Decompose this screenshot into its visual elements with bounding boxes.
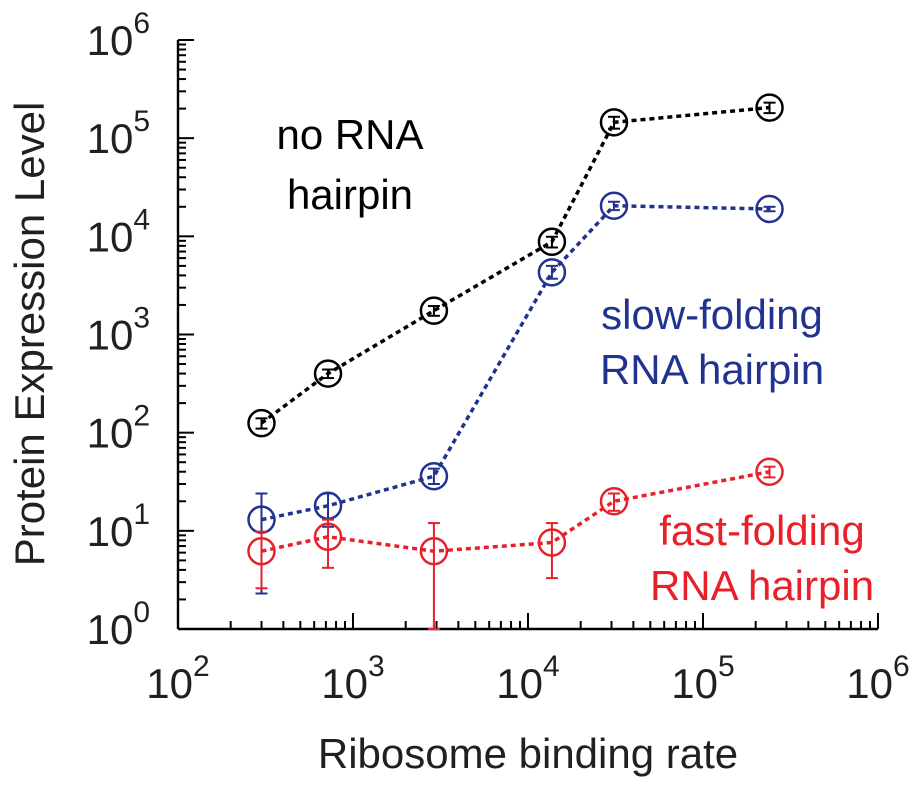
data-point	[537, 227, 567, 257]
y-ticks	[178, 39, 194, 601]
error-bar	[607, 200, 620, 212]
series-label-2: slow-folding RNA hairpin	[600, 291, 824, 393]
axes: 102 103 104 105 106 100 101 102 103 104 105 106	[87, 7, 909, 707]
data-point	[755, 194, 784, 224]
error-bar	[763, 465, 776, 479]
error-bar	[545, 522, 558, 580]
y-tick-label: 106	[87, 7, 150, 64]
series-label-3: fast-folding RNA hairpin	[650, 507, 874, 609]
y-tick-label: 105	[87, 105, 150, 162]
x-ticks	[229, 613, 879, 629]
series-line	[261, 470, 770, 553]
data-point	[599, 191, 629, 220]
error-bar	[427, 305, 440, 317]
error-bar	[322, 518, 335, 569]
x-axis-label: Ribosome binding rate	[318, 730, 738, 777]
y-tick-label: 100	[87, 596, 150, 653]
error-bar	[763, 101, 776, 115]
y-tick-label: 101	[87, 498, 150, 555]
error-bar	[545, 235, 558, 249]
data-point	[599, 487, 629, 516]
data-point	[755, 457, 784, 486]
error-bar	[255, 530, 268, 590]
y-tick-label: 104	[87, 203, 150, 260]
x-tick-label: 104	[496, 650, 559, 707]
y-tick-label: 102	[87, 400, 150, 457]
data-point	[599, 108, 629, 137]
series-2	[247, 191, 784, 595]
series-labels: no RNA hairpin slow-folding RNA hairpin fast…	[276, 111, 874, 609]
y-tick-label: 103	[87, 302, 150, 359]
data-point	[419, 296, 449, 325]
error-bar	[763, 205, 776, 213]
error-bar	[545, 264, 558, 280]
error-bar	[607, 115, 620, 130]
error-bar	[607, 492, 620, 512]
error-bar	[255, 417, 268, 430]
series-layer	[247, 93, 784, 630]
data-point	[537, 258, 567, 287]
y-axis-label: Protein Expression Level	[6, 102, 53, 567]
error-bar	[322, 368, 335, 380]
series-line	[261, 203, 770, 522]
data-point	[419, 461, 449, 491]
x-tick-label: 102	[146, 650, 209, 707]
series-1	[247, 93, 784, 438]
y-tick-labels: 100 101 102 103 104 105 106	[87, 7, 150, 653]
error-bar	[427, 522, 440, 630]
error-bar	[427, 467, 440, 485]
x-tick-label: 105	[671, 650, 734, 707]
data-point	[313, 359, 343, 388]
data-point	[537, 528, 567, 557]
data-point	[247, 536, 276, 566]
x-tick-label: 106	[846, 650, 909, 707]
series-label-1: no RNA hairpin	[276, 111, 423, 218]
series-3	[247, 457, 784, 630]
data-point	[419, 536, 449, 566]
data-point	[247, 408, 276, 438]
data-point	[755, 93, 784, 122]
series-line	[260, 105, 770, 425]
x-tick-label: 103	[321, 650, 384, 707]
data-point	[313, 522, 343, 552]
x-tick-labels: 102 103 104 105 106	[146, 650, 909, 707]
